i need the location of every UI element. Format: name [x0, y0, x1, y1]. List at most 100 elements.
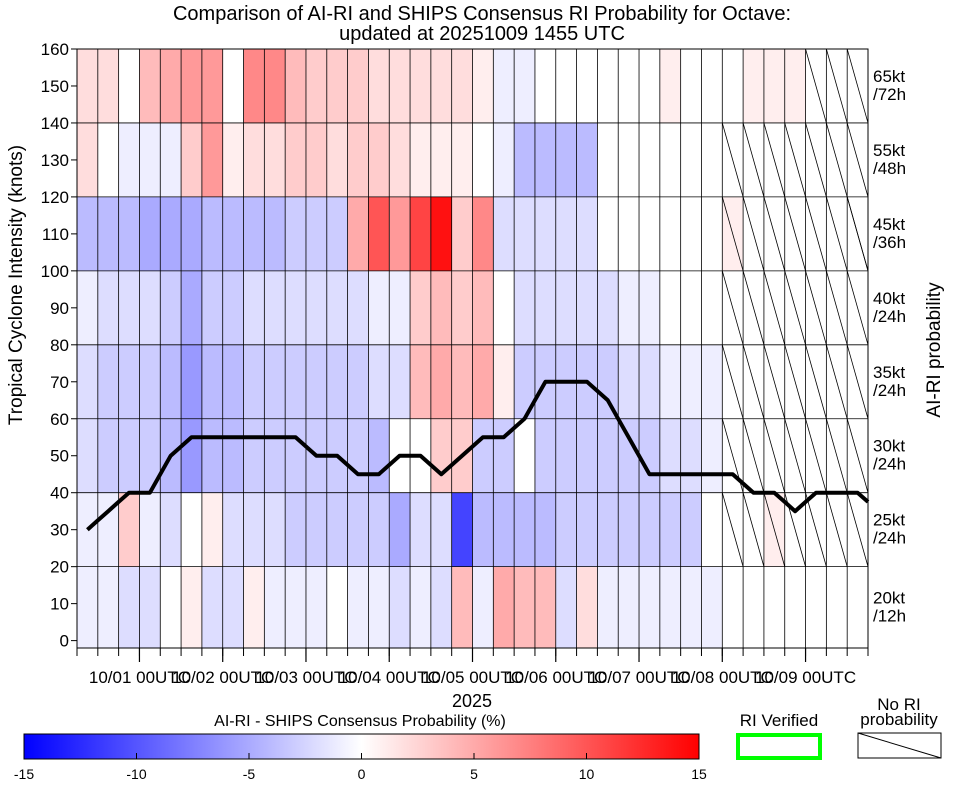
no-data-hatch [721, 270, 744, 345]
y-tick-label: 110 [42, 225, 69, 244]
no-data-hatch [784, 122, 806, 198]
no-data-hatch [742, 492, 765, 567]
cell [680, 492, 702, 567]
row-label-hours: /72h [873, 85, 906, 104]
cell [534, 492, 556, 567]
cell [201, 49, 223, 123]
colorbar-tick-label: -5 [243, 766, 256, 782]
cell [368, 492, 390, 567]
no-data-hatch [784, 418, 806, 493]
cell [97, 196, 119, 271]
chart-subtitle: updated at 20251009 1455 UTC [339, 23, 625, 45]
cell [576, 122, 598, 197]
cell [118, 492, 140, 567]
cell [451, 492, 473, 567]
cell [763, 566, 785, 648]
y-tick-label: 130 [41, 151, 69, 170]
cell [680, 566, 702, 648]
row-label-hours: /36h [873, 233, 906, 252]
cell [555, 49, 577, 123]
cell [701, 196, 723, 271]
cell [576, 270, 598, 345]
chart-title: Comparison of AI-RI and SHIPS Consensus … [173, 3, 791, 25]
row-label-kt: 35kt [873, 363, 905, 382]
no-data-hatch [763, 270, 786, 345]
no-data-hatch [721, 344, 744, 419]
cell [555, 196, 577, 271]
cell [597, 196, 619, 271]
cell [97, 270, 119, 345]
cell [534, 196, 556, 271]
no-data-hatch [742, 418, 765, 493]
x-tick-label: 10/03 00UTC [255, 668, 356, 687]
cell [368, 122, 390, 197]
cell [722, 49, 744, 123]
cell [534, 418, 556, 493]
cell [472, 566, 494, 648]
cell [847, 566, 868, 648]
cell [243, 270, 265, 345]
cell [243, 566, 265, 648]
no-data-hatch [805, 270, 827, 345]
cell [576, 196, 598, 271]
cell [389, 49, 411, 123]
cell [534, 270, 556, 345]
cell [826, 566, 848, 648]
cell [305, 492, 327, 567]
cell [264, 418, 286, 493]
cell [139, 492, 161, 567]
colorbar-tick-label: 5 [470, 766, 478, 782]
ri-verified-swatch [736, 733, 822, 760]
cell [639, 492, 660, 567]
cell [326, 196, 348, 271]
cell [472, 418, 494, 493]
cell [285, 344, 306, 419]
cell [493, 344, 515, 419]
y-tick-label: 100 [41, 262, 69, 281]
cell [389, 344, 411, 419]
cell [160, 566, 182, 648]
cell [160, 344, 182, 419]
cell [576, 492, 598, 567]
row-label-kt: 25kt [873, 511, 905, 530]
cell [680, 344, 702, 419]
cell [201, 492, 223, 567]
cell [430, 344, 452, 419]
no-data-hatch [742, 344, 765, 419]
row-label-kt: 65kt [873, 67, 905, 86]
cell [514, 196, 535, 271]
cell [77, 122, 98, 197]
colorbar-ticks: -15 -10 -5 0 5 10 15 [14, 753, 707, 782]
cell [139, 122, 161, 197]
cell [222, 492, 244, 567]
cell [410, 566, 431, 648]
cell [410, 492, 431, 567]
cell [285, 196, 306, 271]
colorbar-tick-label: -15 [14, 766, 34, 782]
no-data-hatch [825, 196, 848, 271]
cell [160, 270, 182, 345]
cell [118, 418, 140, 493]
cell [222, 566, 244, 648]
row-label-kt: 55kt [873, 141, 905, 160]
cell [514, 122, 535, 197]
cell [264, 344, 286, 419]
row-label-kt: 30kt [873, 437, 905, 456]
cell [639, 566, 660, 648]
cell [784, 49, 806, 123]
cell [326, 49, 348, 123]
cell [264, 492, 286, 567]
cell [222, 196, 244, 271]
cell [410, 344, 431, 419]
x-tick-label: 10/04 00UTC [339, 668, 440, 687]
x-tick-label: 10/02 00UTC [172, 668, 273, 687]
cell [514, 49, 535, 123]
cell [763, 49, 785, 123]
cell [659, 49, 681, 123]
colorbar-tick-label: 0 [358, 766, 366, 782]
cell [701, 270, 723, 345]
cell [493, 196, 515, 271]
row-label-hours: /48h [873, 159, 906, 178]
cell [659, 122, 681, 197]
y-tick-label: 160 [41, 40, 69, 59]
